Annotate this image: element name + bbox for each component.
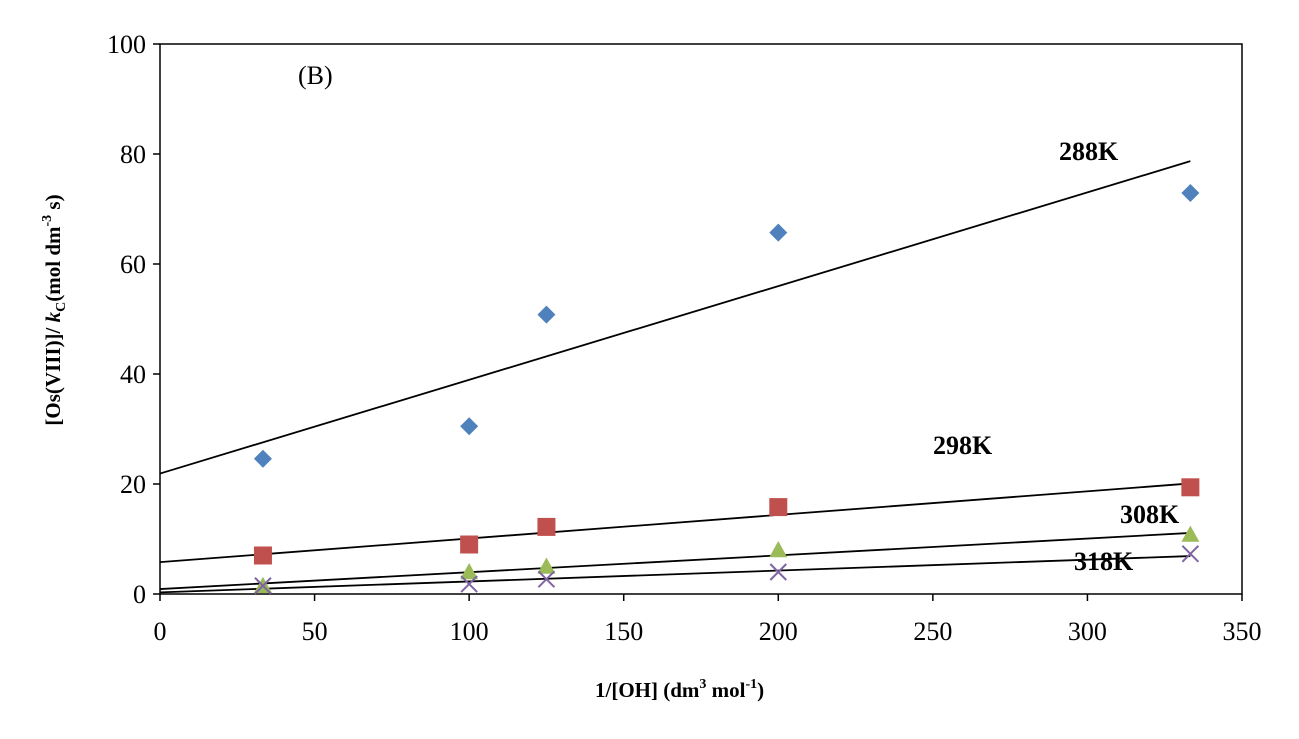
x-tick-label: 0	[154, 617, 167, 646]
x-tick-label: 350	[1223, 617, 1262, 646]
series-label-298K: 298K	[933, 431, 993, 460]
x-tick-label: 50	[302, 617, 328, 646]
data-point-318K	[769, 563, 787, 581]
y-tick-label: 80	[120, 140, 146, 169]
data-point-288K	[253, 449, 272, 468]
data-point-318K	[254, 577, 272, 595]
data-point-318K	[1181, 545, 1200, 563]
trendlines	[159, 160, 1191, 594]
plot-area-frame	[159, 43, 1243, 595]
y-axis-ticks: 0 20 40 60 80 100	[107, 30, 160, 609]
data-point-288K	[1181, 184, 1200, 203]
y-tick-label: 20	[120, 470, 146, 499]
data-markers	[253, 184, 1200, 595]
trendline-298K	[159, 482, 1191, 563]
data-point-318K	[460, 575, 478, 593]
x-tick-label: 300	[1068, 617, 1107, 646]
trendline-318K	[159, 555, 1191, 594]
x-axis-title: 1/[OH] (dm3 mol-1)	[595, 677, 764, 702]
x-tick-label: 150	[604, 617, 643, 646]
data-point-298K	[253, 546, 272, 565]
trendline-288K	[159, 160, 1191, 475]
data-point-298K	[769, 498, 788, 517]
data-point-308K	[460, 563, 479, 580]
data-point-308K	[1181, 525, 1200, 542]
trendline-308K	[159, 532, 1191, 590]
data-point-288K	[460, 417, 479, 436]
data-point-318K	[537, 570, 556, 588]
data-point-298K	[537, 517, 556, 536]
data-point-298K	[1181, 478, 1200, 497]
y-tick-label: 60	[120, 250, 146, 279]
y-tick-label: 100	[107, 30, 146, 59]
y-axis-title: [Os(VIII)]/ kC(mol dm-3 s)	[40, 194, 69, 425]
x-tick-label: 200	[759, 617, 798, 646]
x-tick-label: 250	[913, 617, 952, 646]
data-point-288K	[537, 305, 556, 324]
data-point-298K	[460, 535, 479, 554]
data-point-308K	[769, 541, 788, 558]
y-tick-label: 40	[120, 360, 146, 389]
data-point-308K	[537, 557, 556, 574]
x-axis-ticks: 0 50 100 150 200 250 300 350	[154, 594, 1262, 646]
series-label-288K: 288K	[1059, 137, 1119, 166]
series-label-308K: 308K	[1120, 500, 1180, 529]
data-point-288K	[769, 223, 788, 242]
panel-label: (B)	[298, 61, 333, 90]
y-tick-label: 0	[133, 580, 146, 609]
x-tick-label: 100	[450, 617, 489, 646]
series-label-318K: 318K	[1074, 547, 1134, 576]
